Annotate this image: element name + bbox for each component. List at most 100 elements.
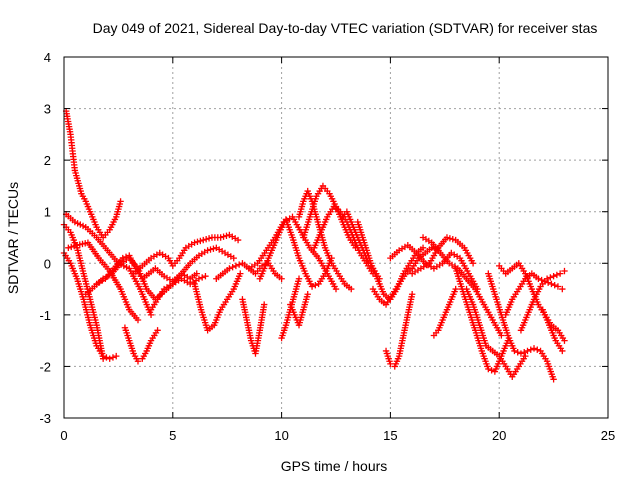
data-point <box>278 275 285 282</box>
data-point <box>308 283 316 290</box>
data-point <box>556 270 564 277</box>
data-point <box>191 239 198 246</box>
data-point <box>226 265 233 272</box>
data-point <box>561 267 568 275</box>
data-point <box>113 352 120 360</box>
y-axis-title: SDTVAR / TECUs <box>5 182 21 294</box>
data-point <box>202 236 210 243</box>
data-point <box>232 262 240 270</box>
data-point <box>237 270 244 277</box>
data-point <box>551 282 558 289</box>
data-point <box>200 236 207 244</box>
data-point <box>514 349 521 356</box>
data-point <box>109 354 117 361</box>
x-tick-label: 25 <box>601 428 615 443</box>
data-point <box>517 350 525 357</box>
data-point <box>332 285 340 293</box>
data-point <box>550 272 557 280</box>
y-tick-label: -2 <box>39 359 51 374</box>
data-point <box>488 367 495 374</box>
data-point <box>304 291 311 298</box>
data-point <box>524 347 531 355</box>
data-point <box>234 236 242 244</box>
data-point <box>530 345 538 352</box>
data-point <box>117 198 124 205</box>
data-point <box>452 285 459 293</box>
data-point <box>538 276 545 284</box>
x-tick-label: 0 <box>60 428 67 443</box>
data-point <box>312 282 319 289</box>
data-point <box>202 272 209 280</box>
x-tick-label: 5 <box>169 428 176 443</box>
data-point <box>134 316 142 324</box>
data-point <box>229 263 236 271</box>
data-point <box>230 254 237 262</box>
data-point <box>195 275 203 282</box>
data-point <box>348 285 355 293</box>
data-point <box>485 365 492 373</box>
x-tick-label: 10 <box>274 428 288 443</box>
data-point <box>550 376 557 383</box>
y-tick-label: 4 <box>44 50 51 65</box>
data-point <box>134 358 142 365</box>
x-axis-title: GPS time / hours <box>281 458 388 474</box>
data-point <box>547 274 554 281</box>
data-point <box>543 275 551 282</box>
data-point <box>544 279 552 286</box>
data-point <box>443 234 451 241</box>
data-point <box>387 360 394 368</box>
data-point <box>119 254 126 262</box>
data-point <box>194 238 201 245</box>
x-tick-label: 15 <box>383 428 397 443</box>
data-point <box>220 233 227 240</box>
data-point <box>223 232 230 239</box>
data-point <box>198 274 206 281</box>
data-point <box>559 285 566 293</box>
data-point <box>260 301 268 308</box>
data-point <box>553 271 561 279</box>
data-point <box>554 283 562 290</box>
data-point <box>534 346 541 353</box>
y-tick-label: 3 <box>44 102 51 117</box>
data-point <box>65 244 72 252</box>
y-tick-label: 2 <box>44 153 51 168</box>
data-point <box>205 235 213 242</box>
y-tick-label: 1 <box>44 205 51 220</box>
plot-frame <box>63 56 609 419</box>
data-points <box>60 107 568 383</box>
data-point <box>70 242 78 250</box>
data-point <box>68 243 75 251</box>
data-point <box>469 260 477 267</box>
data-point <box>511 347 518 355</box>
data-point <box>103 354 110 361</box>
data-point <box>106 355 113 362</box>
data-point <box>522 352 529 360</box>
data-point <box>197 237 204 245</box>
data-point <box>548 280 555 288</box>
data-point <box>561 337 568 344</box>
data-point <box>446 235 454 242</box>
axis-ticks: 0 5 10 15 20 25 -3 -2 -1 0 1 2 3 4 <box>39 50 615 443</box>
data-point <box>408 291 416 298</box>
data-point <box>535 275 542 282</box>
data-point <box>207 246 214 253</box>
data-point <box>449 236 456 243</box>
grid-lines <box>64 57 608 418</box>
data-point <box>559 347 566 355</box>
data-point <box>217 234 224 241</box>
data-point <box>235 261 243 268</box>
data-point <box>154 327 161 334</box>
data-point <box>193 270 200 277</box>
data-point <box>99 355 107 362</box>
y-tick-label: 0 <box>44 256 51 271</box>
x-tick-label: 20 <box>492 428 506 443</box>
data-point <box>122 253 130 261</box>
y-tick-label: -1 <box>39 308 51 323</box>
data-point <box>521 349 528 356</box>
data-point <box>295 275 303 282</box>
data-point <box>419 244 427 252</box>
data-point <box>204 247 211 254</box>
data-point <box>498 332 505 339</box>
data-point <box>527 346 534 353</box>
